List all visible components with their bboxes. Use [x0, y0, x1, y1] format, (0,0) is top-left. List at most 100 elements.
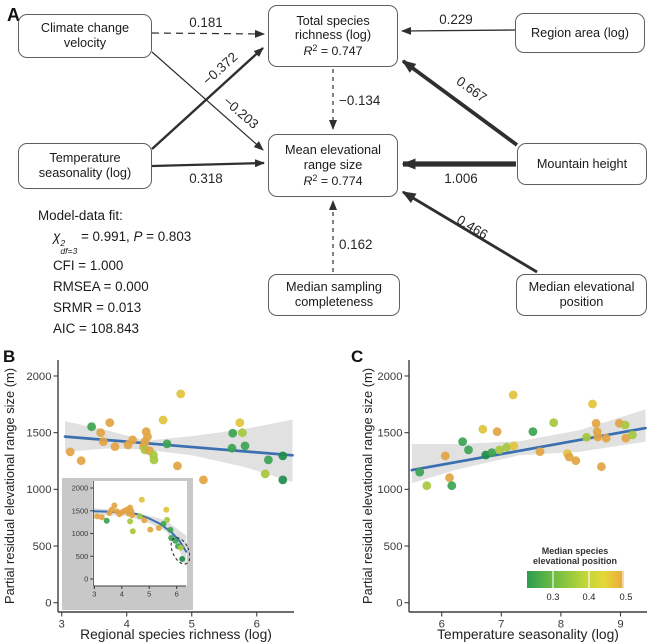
data-point	[103, 517, 110, 524]
data-point	[147, 526, 154, 533]
panel-b-label: B	[3, 347, 15, 366]
data-point	[478, 424, 488, 434]
data-point	[593, 432, 603, 442]
confidence-band	[411, 409, 646, 484]
data-point	[172, 537, 179, 544]
data-point	[440, 451, 450, 461]
y-tick-label: 0	[45, 598, 51, 610]
data-point	[199, 475, 208, 485]
data-point	[458, 437, 467, 446]
arrow-climate-to-range	[151, 51, 264, 151]
path-coefficient-label: −0.134	[339, 93, 381, 108]
x-tick-label: 5	[189, 619, 195, 631]
data-point	[160, 520, 167, 527]
data-point	[228, 428, 238, 438]
data-point	[591, 418, 601, 428]
legend-colorbar	[527, 571, 624, 588]
x-axis-title: Regional species richness (log)	[80, 627, 272, 642]
data-point	[98, 514, 105, 521]
box-region-area: Region area (log)	[515, 13, 645, 53]
panel-c-chart: C 6 7 8 9 0 500 1000 1500 2000 Temperature season…	[351, 347, 647, 642]
path-coefficient-label: 0.466	[454, 212, 490, 242]
data-point	[163, 506, 170, 513]
highlight-ellipse	[170, 537, 190, 565]
data-point	[143, 432, 152, 441]
y-tick-label: 1000	[72, 529, 89, 538]
x-tick-label: 6	[254, 619, 260, 631]
y-tick-label: 1500	[26, 428, 51, 440]
panel-b-chart: B 3 4 5 6 0 500 1000 1500 2000 Regional species r…	[2, 347, 294, 642]
data-point	[179, 556, 186, 562]
data-point	[535, 447, 545, 456]
data-point	[260, 469, 270, 479]
data-point	[129, 528, 136, 535]
path-coefficient-label: 1.006	[444, 171, 478, 186]
data-point	[238, 428, 247, 438]
y-tick-label: 500	[33, 541, 52, 553]
path-coefficient-label: 0.229	[439, 12, 473, 27]
data-point	[564, 452, 574, 462]
path-coefficient-label: 0.318	[189, 171, 223, 186]
chi-square-stat: χ 2 df=3 = 0.991, P = 0.803	[53, 229, 192, 257]
x-axis-title: Temperature seasonality (log)	[437, 627, 619, 642]
arrow-position-to-range	[401, 190, 538, 274]
box-label: Median elevational position	[528, 280, 635, 309]
data-point	[149, 455, 159, 465]
data-point	[464, 445, 473, 455]
panel-b-main-group: 3 4 5 6 0 500 1000 1500 2000 Regional species ric…	[2, 360, 294, 642]
y-tick-label: 0	[84, 575, 88, 584]
data-point	[582, 432, 591, 442]
data-point	[176, 389, 186, 399]
y-tick-label: 500	[76, 552, 89, 561]
box-label: Climate change velocity	[40, 21, 130, 50]
data-point	[445, 473, 454, 483]
data-point	[508, 390, 518, 400]
data-point	[227, 443, 237, 453]
r-squared-value: R2 = 0.747	[303, 43, 363, 59]
arrow-climate-to-richness	[151, 29, 265, 38]
y-tick-label: 2000	[26, 371, 51, 383]
panel-a-path-diagram: 0.181−0.372−0.2030.318−0.1340.2290.6671.…	[151, 12, 538, 274]
cfi-stat: CFI = 1.000	[53, 258, 124, 274]
box-median-sampling-completeness: Median sampling completeness	[268, 274, 400, 316]
box-mountain-height: Mountain height	[517, 143, 647, 185]
x-tick-label: 6	[175, 589, 179, 598]
data-point	[415, 467, 425, 477]
path-coefficient-label: 0.181	[189, 15, 223, 30]
data-point	[129, 512, 136, 519]
rmsea-stat: RMSEA = 0.000	[53, 279, 149, 295]
x-tick-label: 3	[59, 619, 65, 631]
panel-c-label: C	[351, 347, 363, 366]
arrow-mountain-to-richness	[401, 59, 519, 147]
panel-c-group: 6 7 8 9 0 500 1000 1500 2000 Temperature seasonal…	[360, 360, 647, 642]
x-tick-label: 9	[617, 619, 623, 631]
path-coefficient-label: 0.162	[339, 237, 373, 252]
x-tick-label: 7	[498, 619, 504, 631]
box-label: Mean elevational range size	[285, 143, 381, 172]
y-axis-title: Partial residual elevational range size …	[360, 368, 375, 604]
data-point	[601, 433, 611, 443]
data-point	[278, 451, 288, 461]
x-tick-label: 4	[124, 619, 130, 631]
arrow-temp-to-range	[151, 159, 265, 168]
data-point	[278, 475, 288, 485]
data-point	[111, 502, 118, 509]
data-point	[502, 442, 512, 452]
y-tick-label: 1000	[26, 484, 51, 496]
srmr-stat: SRMR = 0.013	[53, 300, 142, 316]
data-point	[136, 513, 143, 520]
data-point	[65, 447, 75, 457]
box-label: Region area (log)	[530, 25, 630, 40]
box-label: Mountain height	[536, 156, 628, 171]
data-point	[571, 456, 581, 466]
data-point	[87, 422, 96, 432]
legend-tick-label: 0.5	[620, 592, 633, 602]
path-coefficient-label: −0.372	[200, 49, 241, 88]
data-point	[155, 525, 162, 531]
arrow-region-to-richness	[401, 26, 516, 35]
y-tick-label: 500	[384, 541, 403, 553]
data-point	[96, 428, 106, 438]
box-total-species-richness: Total species richness (log) R2 = 0.747	[268, 5, 398, 67]
